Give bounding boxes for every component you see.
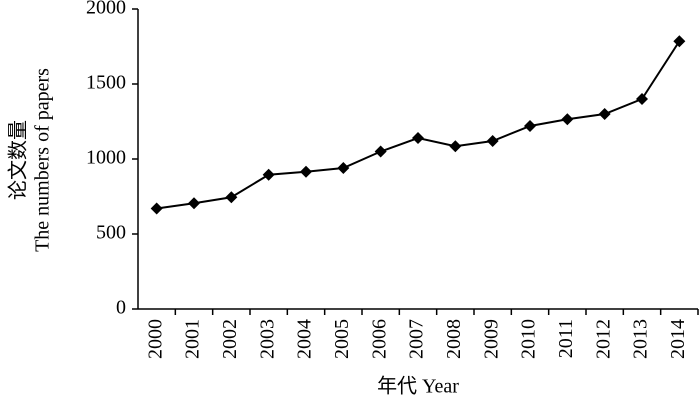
data-point [524,120,536,132]
data-point [300,165,312,178]
y-axis-label: The numbers of papers [32,68,54,252]
y-tick-label: 1500 [86,72,126,94]
data-point [449,140,462,153]
x-tick-label: 2005 [331,319,353,359]
y-tick-label: 1000 [86,147,126,169]
x-tick-label: 2012 [592,319,614,359]
data-point [598,108,611,120]
x-tick-label: 2004 [294,319,316,359]
data-point [188,197,200,210]
data-point [262,168,275,181]
y-tick-label: 2000 [86,0,126,19]
x-tick-label: 2007 [406,319,428,359]
x-tick-label: 2010 [518,319,540,359]
data-point [225,191,238,204]
data-point [150,202,163,215]
y-axis-label: 论文数量 [7,120,30,200]
x-tick-label: 2002 [219,319,241,359]
x-tick-label: 2000 [144,319,166,359]
data-point [337,162,350,174]
x-tick-label: 2006 [368,319,390,359]
x-tick-label: 2013 [630,319,652,359]
x-tick-label: 2008 [443,319,465,359]
data-point [673,35,686,48]
x-tick-label: 2011 [555,319,577,358]
data-point [374,145,387,158]
data-point [636,93,648,105]
data-point [486,135,499,147]
x-axis-label: 年代 Year [377,375,459,398]
x-tick-label: 2009 [480,319,502,359]
y-tick-label: 0 [116,297,126,319]
data-line [156,40,681,210]
x-tick-label: 2014 [667,319,689,359]
data-point [412,132,424,144]
data-point [561,113,574,126]
y-tick-label: 500 [96,222,126,244]
x-tick-label: 2003 [256,319,278,359]
x-tick-label: 2001 [182,319,204,359]
